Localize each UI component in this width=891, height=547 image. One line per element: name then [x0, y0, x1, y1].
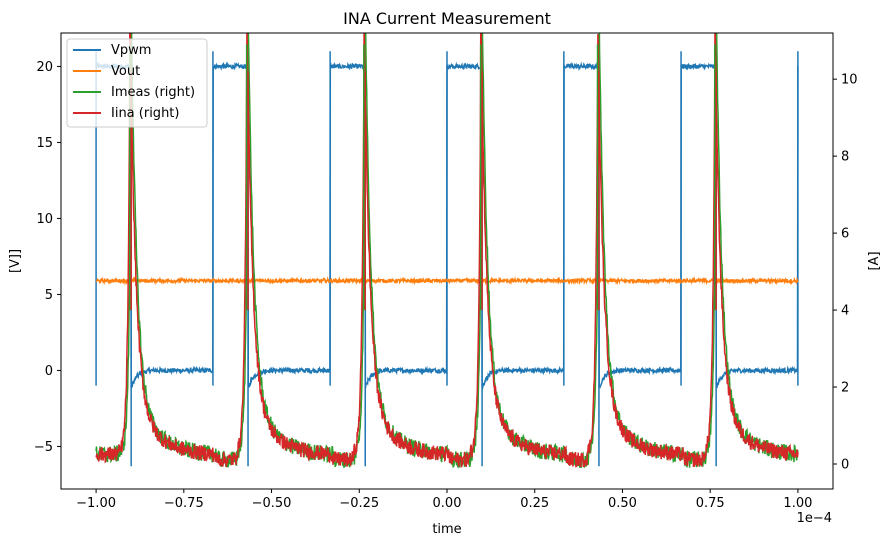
plot-area: [60, 32, 834, 490]
y-axis-right: 0 2 4 6 8 10: [833, 73, 858, 472]
legend-box: [66, 38, 208, 128]
y-right-tick-label: 6: [841, 227, 849, 242]
x-tick-label: 1.00: [783, 496, 812, 511]
x-tick-label: −0.50: [252, 496, 292, 511]
y-left-tick-label: 5: [45, 288, 53, 303]
x-tick-label: 0.75: [696, 496, 725, 511]
legend-item-imeas: Imeas (right): [73, 85, 195, 100]
x-axis-label: time: [432, 522, 461, 537]
legend-label-vout: Vout: [111, 64, 140, 79]
x-tick-label: −0.25: [339, 496, 379, 511]
legend-item-iina: Iina (right): [73, 106, 179, 121]
legend-label-vpwm: Vpwm: [111, 43, 151, 58]
legend-item-vpwm: Vpwm: [73, 43, 151, 58]
y-axis-left: −5 0 5 10 15 20: [34, 60, 61, 455]
x-tick-label: 0.50: [608, 496, 637, 511]
y-axis-left-label: [V]]: [8, 249, 23, 273]
legend: Vpwm Vout Imeas (right) Iina (right): [66, 38, 208, 128]
y-right-tick-label: 8: [841, 150, 849, 165]
y-left-tick-label: 20: [36, 60, 53, 75]
legend-label-iina: Iina (right): [111, 106, 179, 121]
x-tick-label: −0.75: [164, 496, 204, 511]
series-vout: [95, 276, 799, 286]
y-axis-right-label: [A]: [867, 251, 882, 270]
x-tick-label: 0.00: [433, 496, 462, 511]
legend-label-imeas: Imeas (right): [111, 85, 195, 100]
x-tick-label: −1.00: [76, 496, 116, 511]
y-left-tick-label: 15: [36, 136, 53, 151]
x-axis: −1.00 −0.75 −0.50 −0.25 0.00 0.25 0.50 0.75 1.00: [76, 489, 812, 511]
chart-title: INA Current Measurement: [343, 9, 551, 28]
legend-item-vout: Vout: [73, 64, 140, 79]
y-right-tick-label: 0: [841, 457, 849, 472]
y-left-tick-label: −5: [34, 440, 53, 455]
x-offset-label: 1e−4: [797, 511, 832, 526]
x-tick-label: 0.25: [520, 496, 549, 511]
y-left-tick-label: 10: [36, 212, 53, 227]
y-right-tick-label: 10: [841, 73, 858, 88]
y-right-tick-label: 2: [841, 381, 849, 396]
y-right-tick-label: 4: [841, 304, 849, 319]
series-iina: [95, 33, 799, 468]
y-left-tick-label: 0: [45, 364, 53, 379]
